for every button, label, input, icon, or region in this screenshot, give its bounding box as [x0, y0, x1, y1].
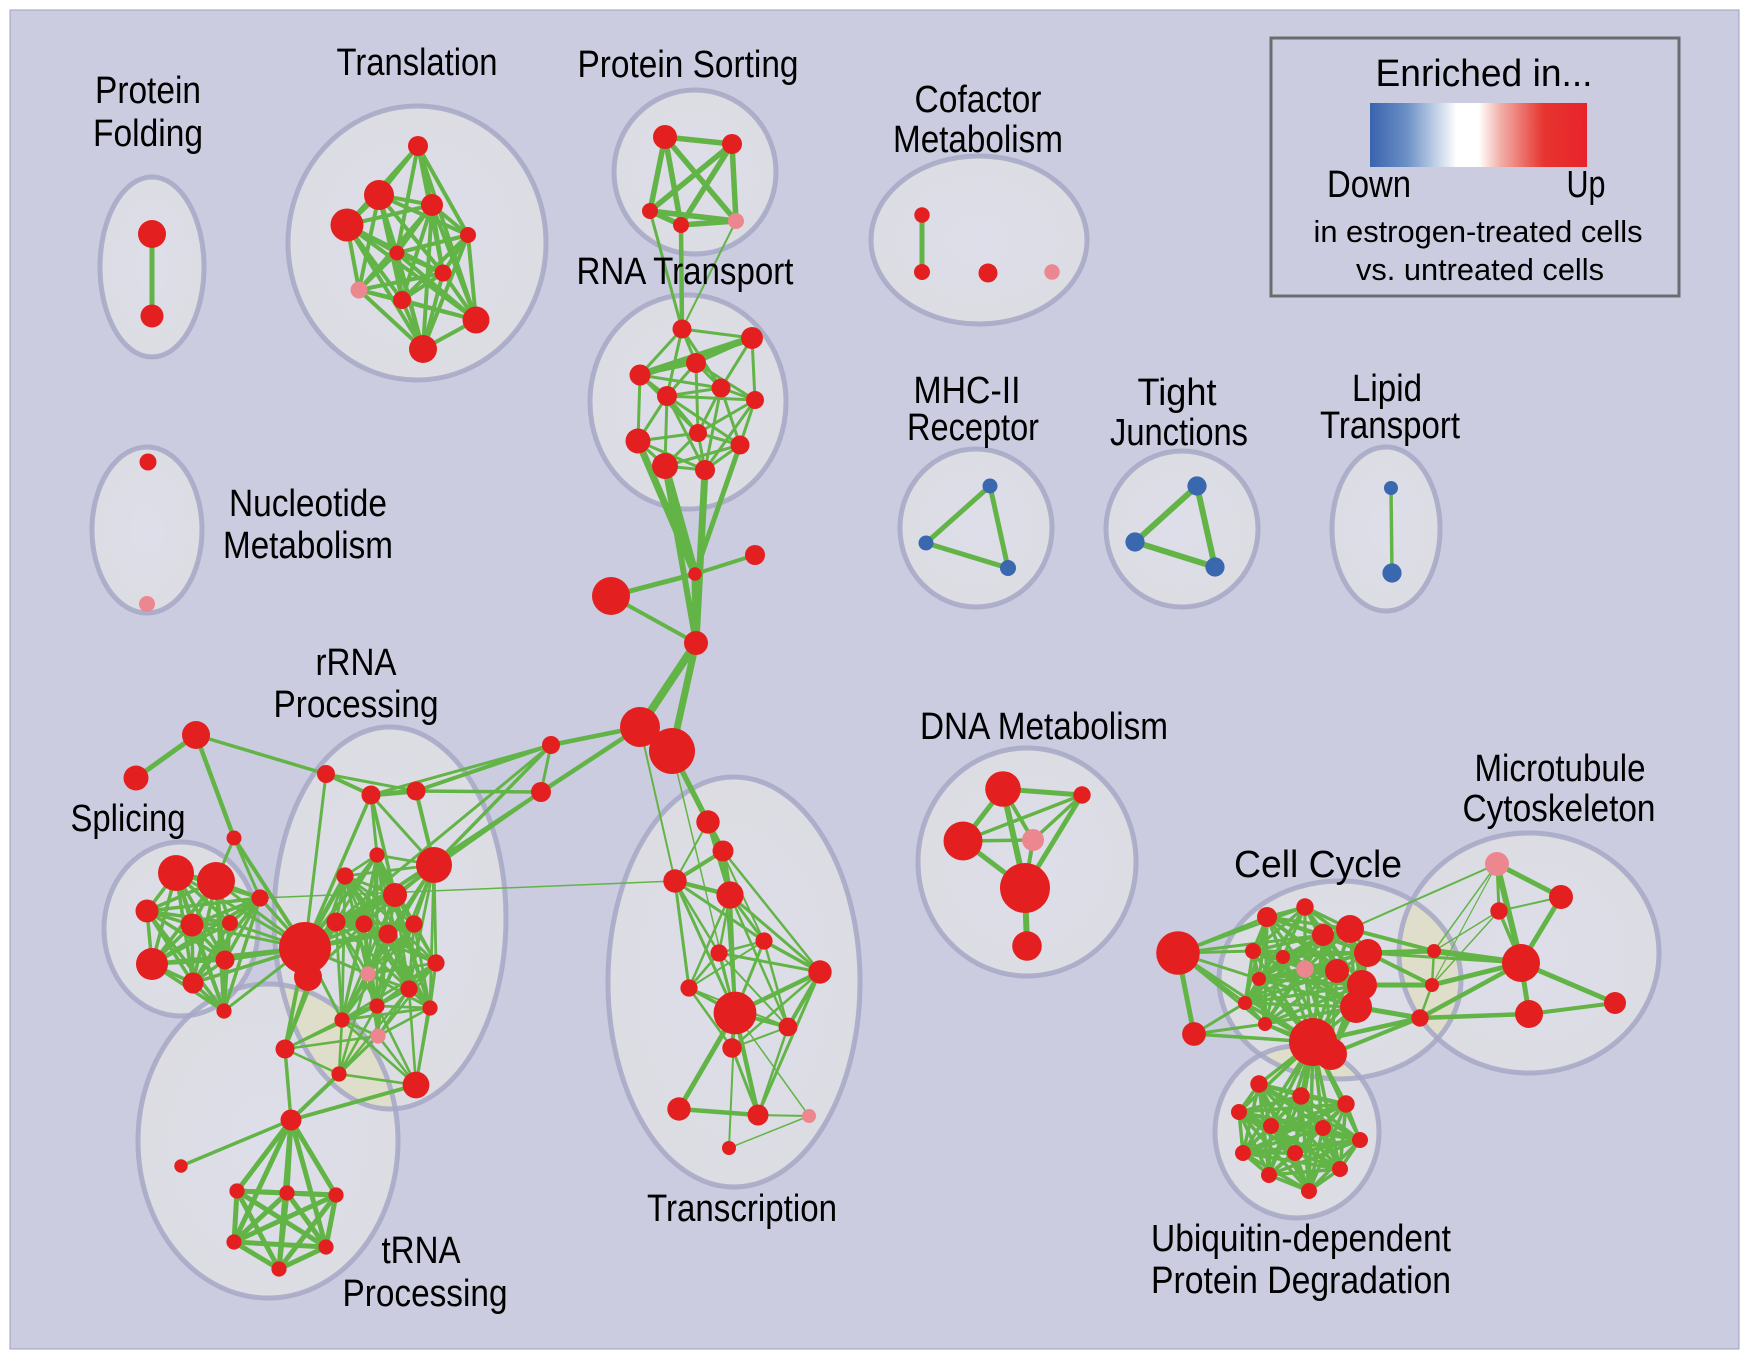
svg-text:Folding: Folding: [93, 113, 203, 155]
svg-text:Cytoskeleton: Cytoskeleton: [1463, 788, 1656, 830]
svg-text:vs. untreated cells: vs. untreated cells: [1356, 252, 1604, 287]
svg-text:Protein Sorting: Protein Sorting: [578, 44, 799, 86]
svg-text:Down: Down: [1327, 164, 1411, 206]
svg-text:Ubiquitin-dependent: Ubiquitin-dependent: [1151, 1218, 1451, 1260]
svg-text:Cofactor: Cofactor: [915, 79, 1042, 121]
svg-text:Transcription: Transcription: [647, 1188, 837, 1230]
svg-text:Processing: Processing: [343, 1273, 508, 1315]
svg-text:Metabolism: Metabolism: [223, 525, 393, 567]
svg-text:MHC-II: MHC-II: [914, 370, 1021, 412]
svg-text:Metabolism: Metabolism: [893, 119, 1063, 161]
svg-text:Receptor: Receptor: [907, 407, 1039, 449]
svg-text:rRNA: rRNA: [316, 642, 398, 684]
svg-text:in estrogen-treated cells: in estrogen-treated cells: [1314, 214, 1643, 249]
svg-text:RNA Transport: RNA Transport: [577, 251, 794, 293]
svg-text:Splicing: Splicing: [71, 798, 186, 840]
svg-text:Protein Degradation: Protein Degradation: [1151, 1260, 1451, 1302]
svg-text:Up: Up: [1567, 164, 1606, 206]
svg-text:Tight: Tight: [1138, 372, 1217, 414]
svg-text:Processing: Processing: [274, 684, 439, 726]
svg-text:Microtubule: Microtubule: [1475, 748, 1646, 790]
svg-text:DNA Metabolism: DNA Metabolism: [920, 706, 1168, 748]
svg-text:Cell Cycle: Cell Cycle: [1234, 844, 1402, 886]
svg-text:Protein: Protein: [95, 70, 201, 112]
svg-text:Nucleotide: Nucleotide: [229, 483, 387, 525]
svg-text:Transport: Transport: [1320, 405, 1460, 447]
svg-text:Lipid: Lipid: [1352, 368, 1422, 410]
svg-text:Junctions: Junctions: [1110, 412, 1248, 454]
svg-text:Translation: Translation: [337, 42, 498, 84]
svg-text:tRNA: tRNA: [382, 1230, 462, 1272]
svg-text:Enriched in...: Enriched in...: [1376, 53, 1593, 95]
